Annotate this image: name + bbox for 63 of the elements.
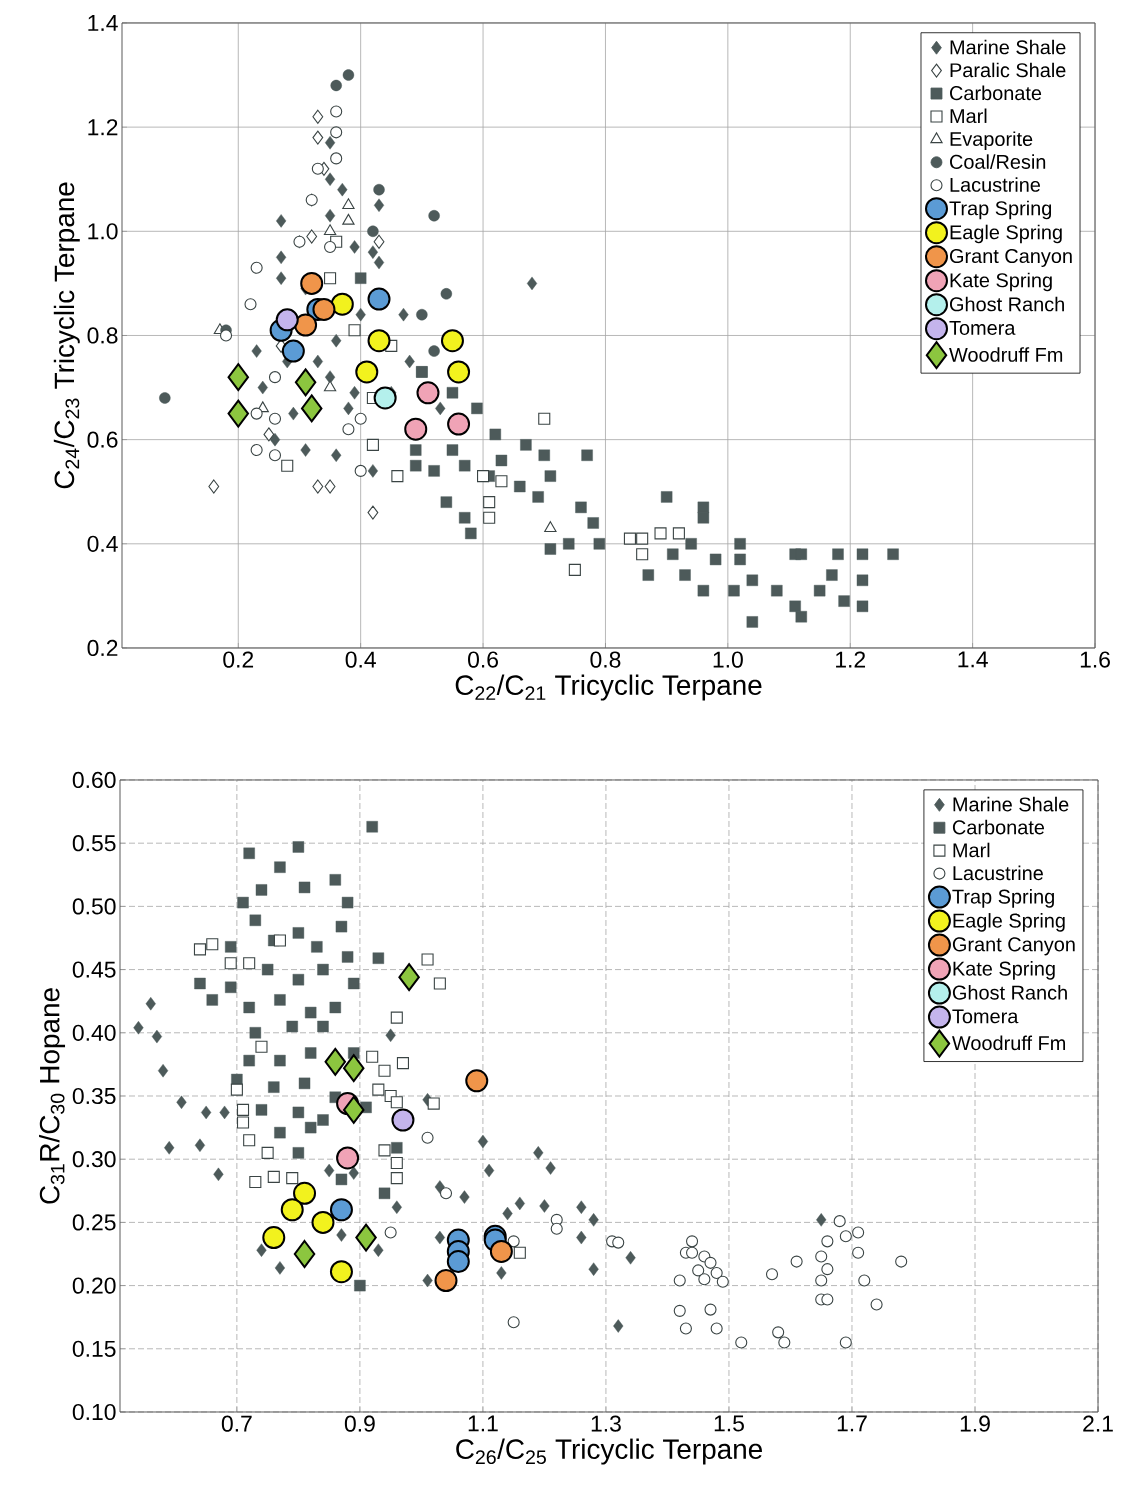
y-tick-label: 0.10 <box>72 1403 116 1421</box>
x-tick-label: 1.9 <box>960 1415 990 1432</box>
legend-label: Kate Spring <box>950 272 1052 292</box>
legend-label: Marl <box>953 842 990 858</box>
y-axis-title: C$_{31}$R/C$_{30}$ Hopane <box>39 988 66 1204</box>
legend-label: Tomera <box>949 321 1016 335</box>
x-tick-label: 0.7 <box>221 1415 252 1432</box>
y-tick-label: 0.40 <box>72 1024 116 1041</box>
x-tick-label: 0.4 <box>345 651 376 668</box>
x-axis-title: C$_{26}$/C$_{25}$ Tricyclic Terpane <box>456 1438 762 1465</box>
x-tick-label: 2.1 <box>1083 1415 1113 1432</box>
legend-label: Lacustrine <box>950 177 1041 192</box>
x-tick-label: 1.7 <box>837 1415 867 1432</box>
legend-label: Marine Shale <box>953 796 1069 812</box>
x-tick-label: 0.8 <box>590 651 621 668</box>
x-tick-label: 1.2 <box>836 651 866 668</box>
x-tick-label: 1.5 <box>714 1415 744 1432</box>
legend-label: Trap Spring <box>952 889 1054 908</box>
y-tick-label: 0.30 <box>72 1151 116 1168</box>
legend-label: Marine Shale <box>950 39 1066 55</box>
x-tick-label: 1.4 <box>958 651 988 668</box>
legend-label: Ghost Ranch <box>949 296 1064 312</box>
y-tick-label: 1.4 <box>88 15 118 31</box>
y-tick-label: 0.25 <box>72 1214 116 1231</box>
legend-label: Eagle Spring <box>953 913 1065 932</box>
y-tick-label: 0.2 <box>87 639 118 657</box>
x-tick-label: 0.6 <box>468 651 498 668</box>
y-tick-label: 0.50 <box>72 898 116 915</box>
x-tick-label: 1.6 <box>1080 651 1110 668</box>
legend-label: Woodruff Fm <box>952 1035 1066 1051</box>
x-tick-label: 0.9 <box>344 1415 375 1432</box>
legend-label: Lacustrine <box>953 865 1043 881</box>
y-tick-label: 1.0 <box>88 223 118 240</box>
y-tick-label: 1.2 <box>88 119 118 136</box>
y-tick-label: 0.45 <box>72 961 116 978</box>
x-axis-title: C$_{22}$/C$_{21}$ Tricyclic Terpane <box>455 674 762 701</box>
legend-label: Paralic Shale <box>950 62 1066 78</box>
x-tick-label: 1.3 <box>591 1415 621 1432</box>
y-axis-title: C$_{24}$/C$_{23}$ Tricyclic Terpane <box>53 182 80 489</box>
legend-label: Eagle Spring <box>950 224 1062 244</box>
y-tick-label: 0.6 <box>87 431 118 448</box>
y-tick-label: 0.15 <box>72 1340 116 1357</box>
y-tick-label: 0.4 <box>87 535 118 552</box>
legend-label: Trap Spring <box>949 200 1052 220</box>
legend-label: Coal/Resin <box>950 154 1046 169</box>
x-tick-label: 1.0 <box>713 651 743 668</box>
legend-label: Carbonate <box>952 819 1045 835</box>
y-tick-label: 0.60 <box>72 771 116 789</box>
y-tick-label: 0.8 <box>87 327 118 344</box>
legend-label: Ghost Ranch <box>952 985 1067 1000</box>
legend-label: Grant Canyon <box>952 937 1075 956</box>
legend-label: Evaporite <box>950 131 1033 150</box>
x-tick-label: 0.2 <box>223 651 254 668</box>
legend-label: Tomera <box>952 1009 1019 1024</box>
legend-label: Kate Spring <box>953 961 1055 980</box>
y-tick-label: 0.20 <box>72 1277 116 1294</box>
legend-label: Carbonate <box>950 85 1042 101</box>
legend-label: Woodruff Fm <box>949 347 1063 362</box>
y-tick-label: 0.55 <box>72 835 116 852</box>
x-tick-label: 1.1 <box>468 1415 498 1432</box>
legend-label: Grant Canyon <box>949 248 1072 268</box>
y-tick-label: 0.35 <box>72 1087 116 1105</box>
legend-label: Marl <box>950 108 987 124</box>
